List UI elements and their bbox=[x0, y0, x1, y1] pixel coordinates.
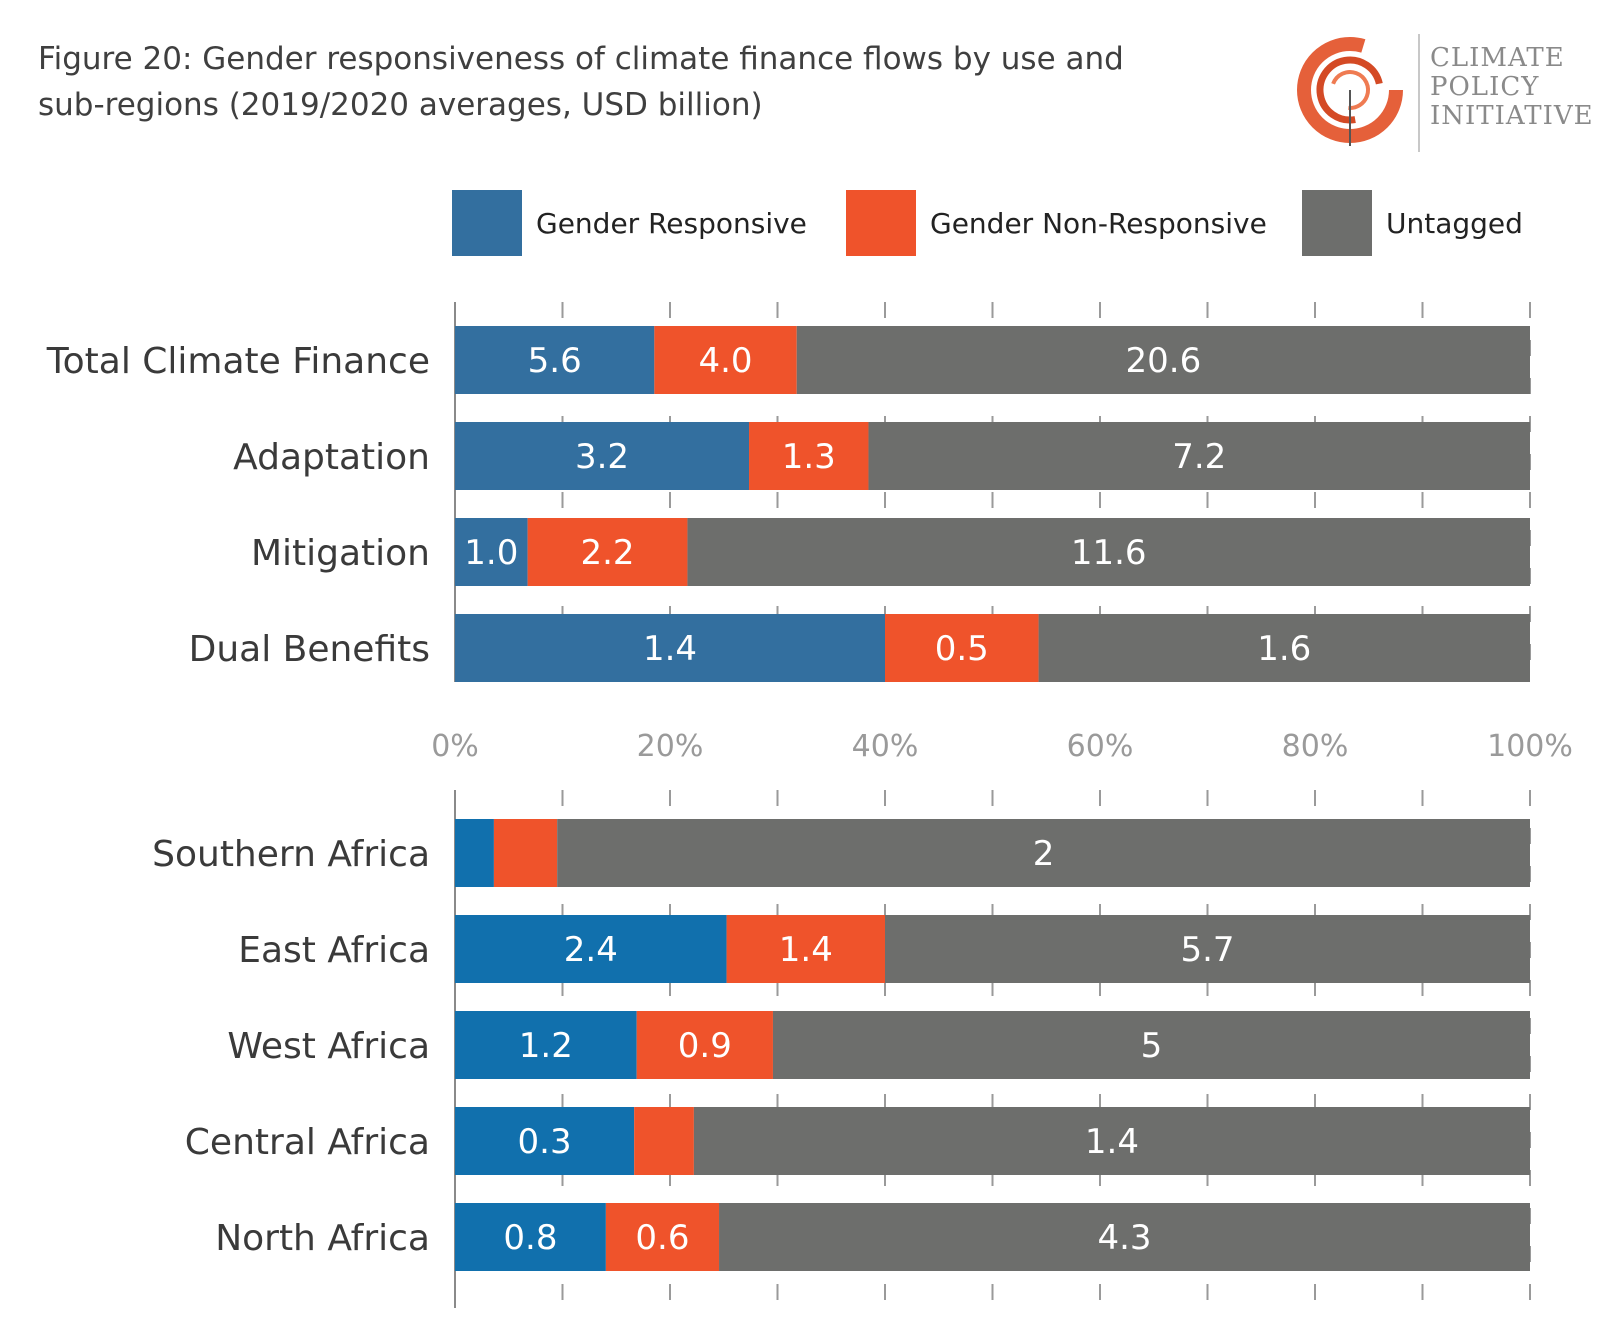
bar-segment bbox=[455, 1011, 637, 1079]
logo-wordmark: CLIMATE POLICY INITIATIVE bbox=[1430, 44, 1594, 131]
bar-segment bbox=[654, 326, 797, 394]
data-label: 1.4 bbox=[643, 629, 697, 669]
data-label: 1.2 bbox=[519, 1026, 573, 1066]
data-label: 5.6 bbox=[528, 341, 582, 381]
bar-segment bbox=[885, 915, 1530, 983]
bar-segment bbox=[455, 1203, 606, 1271]
legend-label: Untagged bbox=[1386, 207, 1523, 240]
legend-label: Gender Responsive bbox=[536, 207, 807, 240]
category-label: Adaptation bbox=[233, 437, 430, 478]
x-tick-label: 0% bbox=[431, 729, 479, 764]
bar-segment bbox=[455, 518, 528, 586]
legend-label: Gender Non-Responsive bbox=[930, 207, 1267, 240]
data-label: 4.3 bbox=[1097, 1218, 1151, 1258]
bar-segment bbox=[1038, 614, 1530, 682]
bar-segment bbox=[796, 326, 1530, 394]
x-tick-label: 100% bbox=[1487, 729, 1573, 764]
category-label: Total Climate Finance bbox=[46, 341, 430, 382]
category-label: Central Africa bbox=[185, 1122, 430, 1163]
data-label: 11.6 bbox=[1071, 533, 1147, 573]
bar-segment bbox=[527, 518, 688, 586]
x-tick-label: 60% bbox=[1067, 729, 1134, 764]
logo-line: CLIMATE bbox=[1430, 43, 1565, 73]
data-label: 2.4 bbox=[564, 930, 618, 970]
x-tick-label: 20% bbox=[637, 729, 704, 764]
bar-segment bbox=[455, 614, 885, 682]
bar-segment bbox=[455, 422, 750, 490]
category-label: West Africa bbox=[227, 1026, 430, 1067]
bar-segment bbox=[772, 1011, 1530, 1079]
category-label: Dual Benefits bbox=[189, 629, 430, 670]
cpi-logo-icon bbox=[1297, 37, 1403, 146]
data-label: 0.8 bbox=[503, 1218, 557, 1258]
data-label: 20.6 bbox=[1126, 341, 1202, 381]
data-label: 1.0 bbox=[464, 533, 518, 573]
category-label: Southern Africa bbox=[152, 834, 430, 875]
data-label: 0.5 bbox=[935, 629, 989, 669]
bar-segment bbox=[455, 1107, 635, 1175]
data-label: 1.6 bbox=[1257, 629, 1311, 669]
bar-segment bbox=[605, 1203, 720, 1271]
data-label: 1.4 bbox=[1085, 1122, 1139, 1162]
data-label: 0.9 bbox=[678, 1026, 732, 1066]
data-label: 5.7 bbox=[1180, 930, 1234, 970]
bar-segment bbox=[455, 819, 494, 887]
legend-swatch bbox=[846, 190, 916, 256]
logo-line: POLICY bbox=[1430, 72, 1540, 102]
logo-divider bbox=[1418, 34, 1420, 152]
data-label: 3.2 bbox=[575, 437, 629, 477]
bar-segment bbox=[455, 915, 727, 983]
category-label: Mitigation bbox=[251, 533, 430, 574]
bar-segment bbox=[868, 422, 1530, 490]
bar-segment bbox=[687, 518, 1530, 586]
chart-title: Figure 20: Gender responsiveness of clim… bbox=[38, 41, 1124, 123]
bar-segment bbox=[455, 326, 655, 394]
data-label: 1.3 bbox=[782, 437, 836, 477]
bar-segment bbox=[693, 1107, 1530, 1175]
data-label: 1.4 bbox=[779, 930, 833, 970]
bar-segment bbox=[557, 819, 1530, 887]
legend-swatch bbox=[1302, 190, 1372, 256]
legend-swatch bbox=[452, 190, 522, 256]
category-label: North Africa bbox=[215, 1218, 430, 1259]
bar-segment bbox=[726, 915, 885, 983]
data-label: 7.2 bbox=[1172, 437, 1226, 477]
bar-segment bbox=[885, 614, 1039, 682]
data-label: 2 bbox=[1033, 834, 1055, 874]
data-label: 0.3 bbox=[518, 1122, 572, 1162]
data-label: 4.0 bbox=[698, 341, 752, 381]
bar-segment bbox=[634, 1107, 694, 1175]
category-label: East Africa bbox=[238, 930, 430, 971]
logo-line: INITIATIVE bbox=[1430, 101, 1594, 131]
bar-segment bbox=[749, 422, 869, 490]
data-label: 0.6 bbox=[635, 1218, 689, 1258]
bar-segment bbox=[636, 1011, 773, 1079]
x-tick-label: 40% bbox=[852, 729, 919, 764]
bar-segment bbox=[493, 819, 558, 887]
bar-segment bbox=[719, 1203, 1530, 1271]
x-tick-label: 80% bbox=[1282, 729, 1349, 764]
data-label: 5 bbox=[1141, 1026, 1163, 1066]
data-label: 2.2 bbox=[580, 533, 634, 573]
